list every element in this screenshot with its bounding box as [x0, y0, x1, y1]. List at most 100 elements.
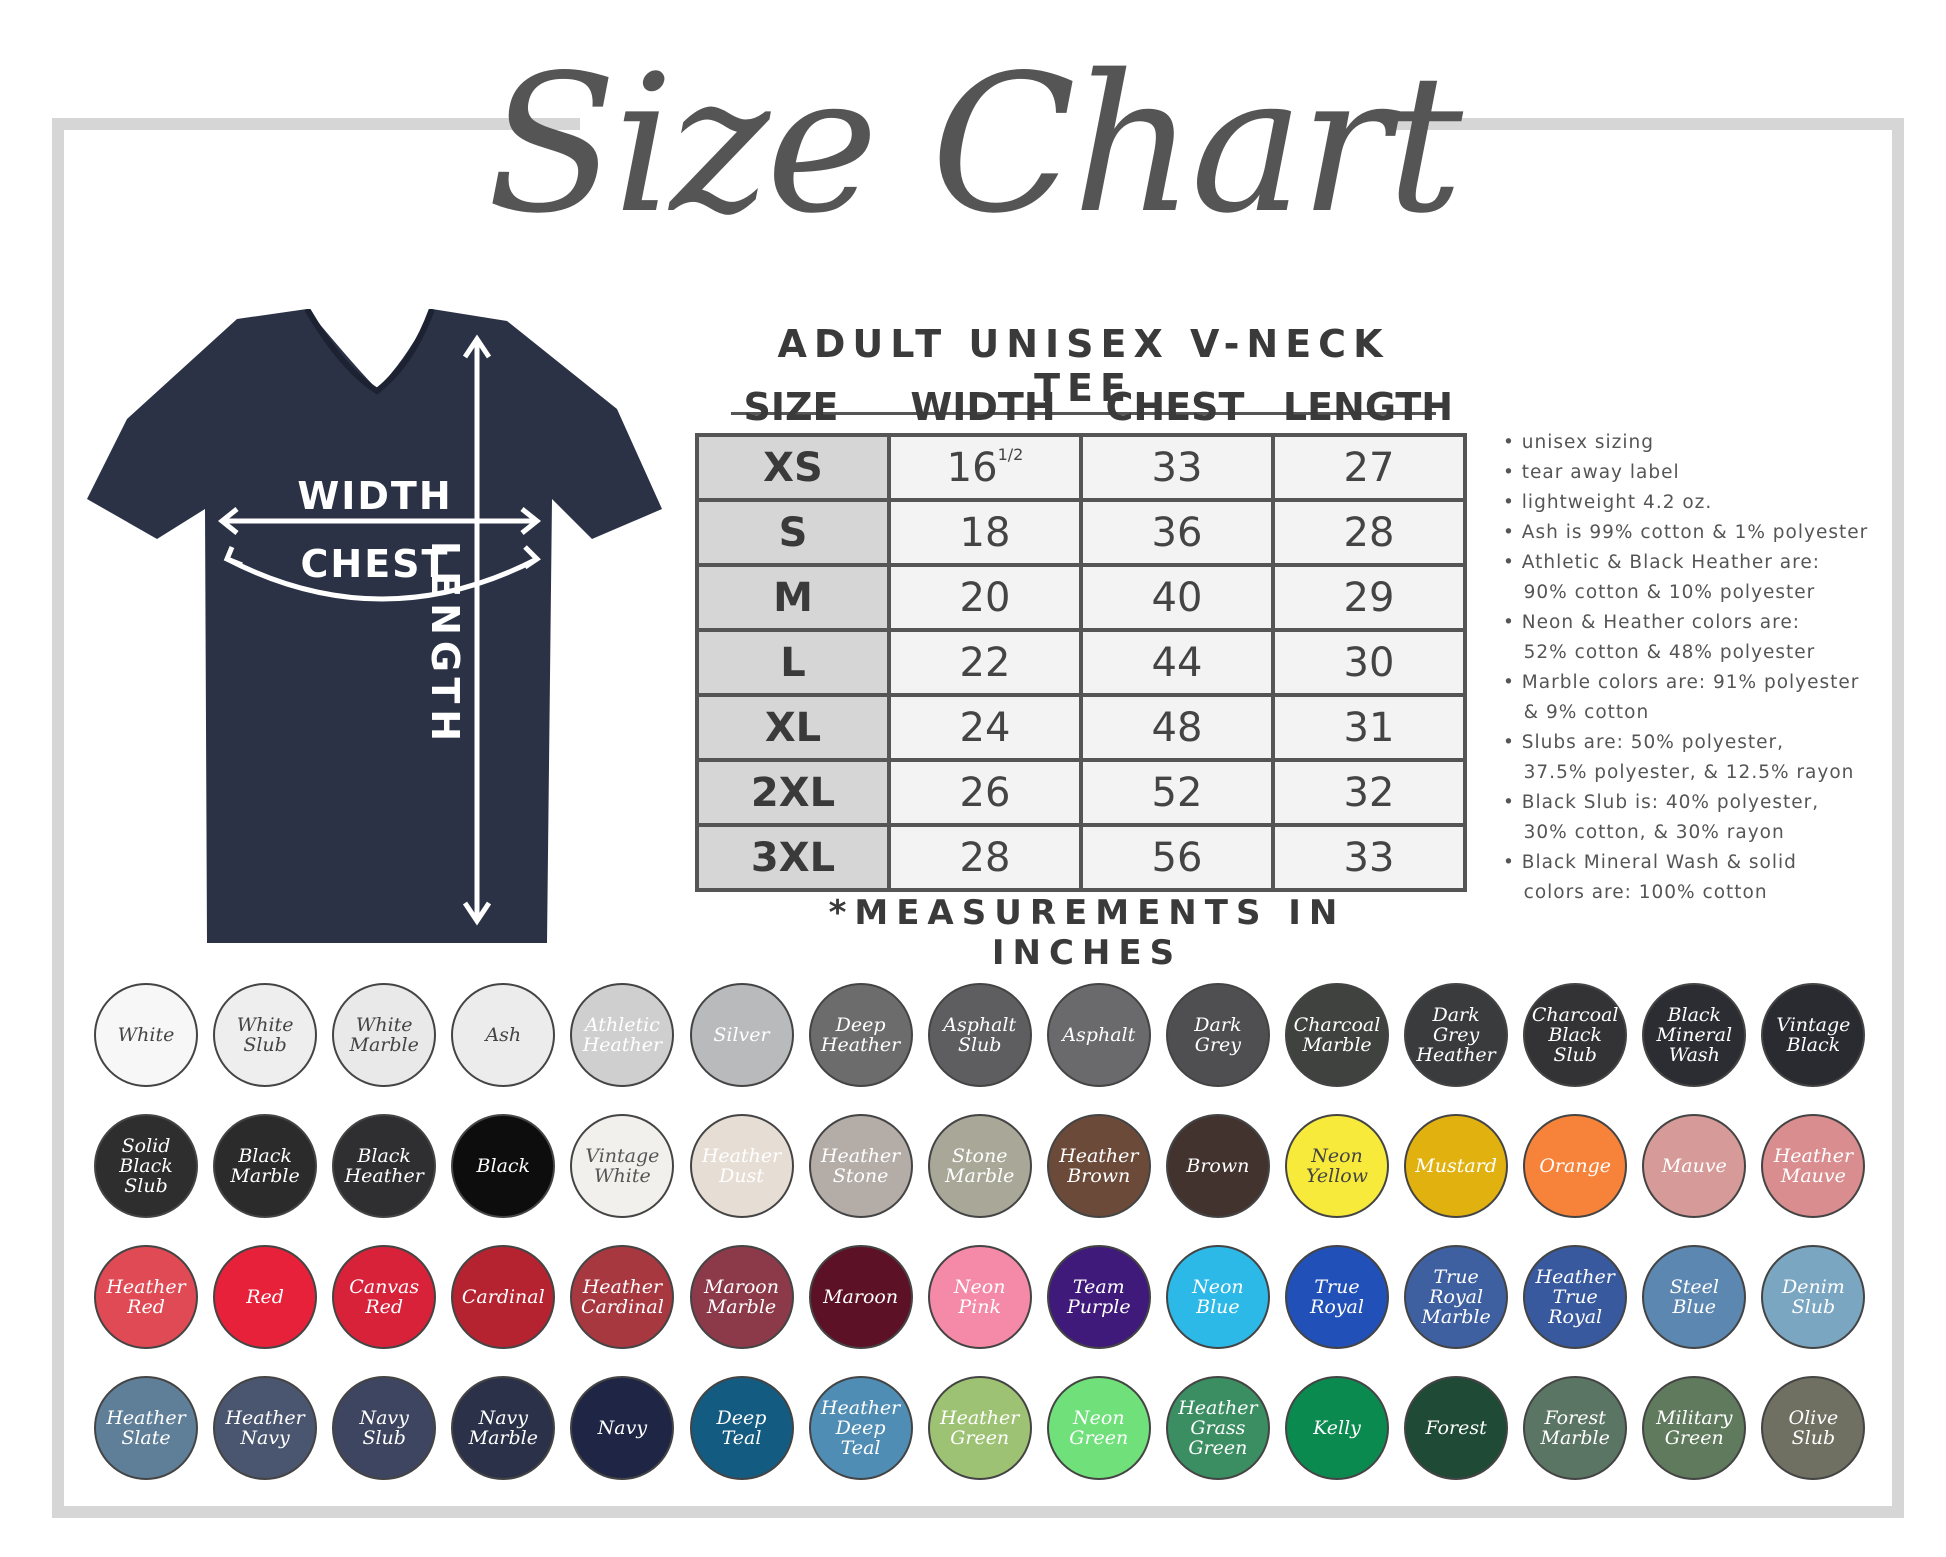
color-swatch[interactable]: Heather Brown	[1046, 1114, 1151, 1218]
note-line: • unisex sizing	[1503, 432, 1655, 453]
color-swatch[interactable]: Cardinal	[451, 1245, 556, 1349]
color-swatch[interactable]: Black	[451, 1114, 556, 1218]
color-swatch[interactable]: White Slub	[213, 983, 318, 1087]
cell-size: XS	[695, 433, 891, 502]
color-swatch[interactable]: Asphalt Slub	[927, 983, 1032, 1087]
cell-value: 52	[1151, 769, 1203, 816]
note-line: • tear away label	[1503, 462, 1680, 483]
color-swatch[interactable]: Ash	[451, 983, 556, 1087]
color-swatch[interactable]: Forest Marble	[1523, 1376, 1628, 1480]
note-line: • Slubs are: 50% polyester,	[1503, 732, 1784, 753]
cell-length: 29	[1271, 563, 1467, 632]
color-swatch[interactable]: Red	[213, 1245, 318, 1349]
header-chest: CHEST	[1105, 385, 1245, 429]
color-swatch[interactable]: Brown	[1165, 1114, 1270, 1218]
color-swatch[interactable]: White	[94, 983, 198, 1087]
color-swatch[interactable]: Olive Slub	[1761, 1376, 1866, 1480]
color-swatch[interactable]: Maroon Marble	[689, 1245, 794, 1349]
color-swatch[interactable]: True Royal Marble	[1404, 1245, 1509, 1349]
cell-value: 22	[959, 639, 1011, 686]
color-swatch[interactable]: Heather Mauve	[1761, 1114, 1866, 1218]
color-swatch[interactable]: Neon Blue	[1165, 1245, 1270, 1349]
table-row: 3XL 28 56 33	[695, 823, 1467, 892]
cell-value: 24	[959, 704, 1011, 751]
color-swatch[interactable]: Military Green	[1642, 1376, 1747, 1480]
color-swatch[interactable]: Navy	[570, 1376, 675, 1480]
note-line: & 9% cotton	[1503, 702, 1650, 723]
color-swatch[interactable]: Heather Cardinal	[570, 1245, 675, 1349]
color-swatch[interactable]: Vintage White	[570, 1114, 675, 1218]
color-swatch[interactable]: Neon Green	[1046, 1376, 1151, 1480]
color-swatch[interactable]: Heather Stone	[808, 1114, 913, 1218]
color-swatch[interactable]: True Royal	[1285, 1245, 1389, 1349]
color-swatch[interactable]: Silver	[689, 983, 794, 1087]
cell-width: 22	[887, 628, 1083, 697]
cell-value: 33	[1151, 444, 1203, 491]
cell-width: 18	[887, 498, 1083, 567]
cell-size: S	[695, 498, 891, 567]
color-swatch[interactable]: Black Marble	[213, 1114, 318, 1218]
color-swatch[interactable]: Denim Slub	[1761, 1245, 1866, 1349]
color-swatch[interactable]: Heather Red	[94, 1245, 198, 1349]
color-swatch[interactable]: Canvas Red	[332, 1245, 437, 1349]
color-swatch[interactable]: Dark Grey	[1165, 983, 1270, 1087]
color-swatch[interactable]: Black Heather	[332, 1114, 437, 1218]
note-line: • Neon & Heather colors are:	[1503, 612, 1800, 633]
cell-value: 26	[959, 769, 1011, 816]
color-swatch[interactable]: Asphalt	[1046, 983, 1151, 1087]
cell-chest: 40	[1079, 563, 1275, 632]
cell-size: 3XL	[695, 823, 891, 892]
color-swatch[interactable]: Black Mineral Wash	[1642, 983, 1747, 1087]
color-swatch[interactable]: Mauve	[1642, 1114, 1747, 1218]
color-swatch[interactable]: Stone Marble	[927, 1114, 1032, 1218]
frame-gap	[580, 110, 1388, 140]
color-swatch[interactable]: Mustard	[1404, 1114, 1509, 1218]
cell-value: 30	[1343, 639, 1395, 686]
color-swatch[interactable]: Solid Black Slub	[94, 1114, 198, 1218]
note-line: • Athletic & Black Heather are:	[1503, 552, 1820, 573]
color-swatch[interactable]: Vintage Black	[1761, 983, 1866, 1087]
table-row: M 20 40 29	[695, 563, 1467, 632]
cell-value: 2XL	[750, 769, 836, 816]
cell-length: 33	[1271, 823, 1467, 892]
note-line: • lightweight 4.2 oz.	[1503, 492, 1713, 513]
table-row: XS 161/2 33 27	[695, 433, 1467, 502]
color-swatch[interactable]: Neon Pink	[927, 1245, 1032, 1349]
color-swatch[interactable]: Dark Grey Heather	[1404, 983, 1509, 1087]
header-size: SIZE	[743, 385, 839, 429]
color-swatch[interactable]: Team Purple	[1046, 1245, 1151, 1349]
color-swatch[interactable]: Heather Green	[927, 1376, 1032, 1480]
color-swatch[interactable]: Heather Navy	[213, 1376, 318, 1480]
cell-value: 29	[1343, 574, 1395, 621]
tshirt-diagram: WIDTH CHEST LENGTH	[87, 309, 662, 943]
color-swatch[interactable]: Heather Grass Green	[1165, 1376, 1270, 1480]
color-swatch[interactable]: Kelly	[1285, 1376, 1389, 1480]
color-swatch[interactable]: Navy Marble	[451, 1376, 556, 1480]
color-swatch[interactable]: Heather True Royal	[1523, 1245, 1628, 1349]
color-swatch[interactable]: White Marble	[332, 983, 437, 1087]
color-swatch[interactable]: Charcoal Black Slub	[1523, 983, 1628, 1087]
cell-value: XL	[764, 704, 822, 751]
table-row: L 22 44 30	[695, 628, 1467, 697]
color-swatch[interactable]: Deep Teal	[689, 1376, 794, 1480]
cell-value: 44	[1151, 639, 1203, 686]
color-swatch[interactable]: Athletic Heather	[570, 983, 675, 1087]
color-swatch[interactable]: Forest	[1404, 1376, 1509, 1480]
cell-width: 26	[887, 758, 1083, 827]
color-swatch[interactable]: Maroon	[808, 1245, 913, 1349]
cell-chest: 44	[1079, 628, 1275, 697]
color-swatch[interactable]: Steel Blue	[1642, 1245, 1747, 1349]
color-swatch[interactable]: Deep Heather	[808, 983, 913, 1087]
color-swatch[interactable]: Heather Dust	[689, 1114, 794, 1218]
cell-size: L	[695, 628, 891, 697]
color-swatch[interactable]: Neon Yellow	[1285, 1114, 1389, 1218]
color-swatch[interactable]: Navy Slub	[332, 1376, 437, 1480]
color-swatch[interactable]: Heather Slate	[94, 1376, 198, 1480]
color-swatch[interactable]: Heather Deep Teal	[808, 1376, 913, 1480]
cell-length: 28	[1271, 498, 1467, 567]
color-swatch[interactable]: Charcoal Marble	[1285, 983, 1389, 1087]
length-label: LENGTH	[423, 541, 467, 747]
color-swatch[interactable]: Orange	[1523, 1114, 1628, 1218]
note-line: 30% cotton, & 30% rayon	[1503, 822, 1785, 843]
note-line: • Black Slub is: 40% polyester,	[1503, 792, 1820, 813]
